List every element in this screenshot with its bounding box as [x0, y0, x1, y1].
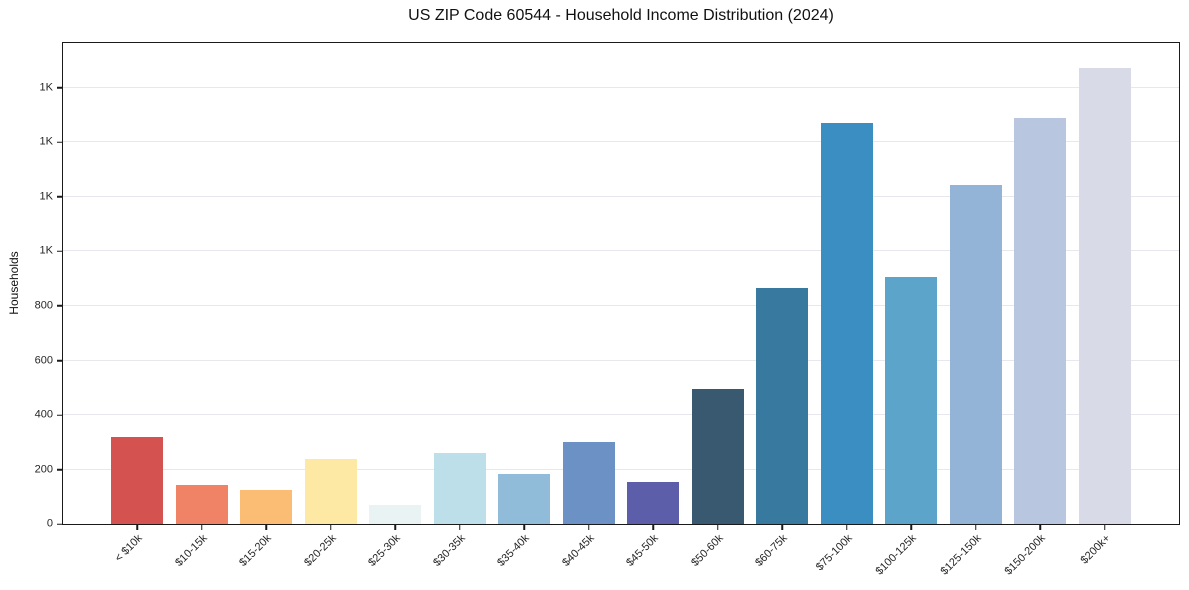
- bar-slot: $45-50k: [621, 43, 686, 569]
- bar: [433, 452, 486, 524]
- gridline: [63, 86, 1179, 88]
- x-tick-label: $75-100k: [813, 532, 855, 574]
- chart-title: US ZIP Code 60544 - Household Income Dis…: [408, 7, 834, 24]
- y-tick-label: 1K: [39, 190, 53, 203]
- x-tick-mark: [652, 524, 654, 530]
- bar-slot: < $10k: [105, 43, 170, 564]
- y-tick-mark: [57, 468, 63, 471]
- y-tick-label: 800: [34, 299, 53, 312]
- x-tick-label: $125-150k: [938, 532, 984, 578]
- gridline: [63, 414, 1179, 415]
- x-tick-label: $25-30k: [366, 532, 404, 569]
- x-tick-mark: [459, 524, 461, 530]
- bar: [498, 473, 551, 524]
- y-tick-label: 0: [46, 517, 53, 530]
- bar: [691, 388, 744, 524]
- bar: [627, 481, 680, 524]
- gridline: [63, 141, 1179, 143]
- y-tick-mark: [57, 141, 63, 144]
- x-tick-label: $30-35k: [430, 532, 468, 569]
- bar-slot: $200k+: [1073, 43, 1138, 567]
- y-tick-label: 200: [34, 463, 53, 475]
- gridline: [63, 250, 1179, 252]
- x-tick-mark: [975, 524, 977, 530]
- x-tick-mark: [1039, 524, 1041, 530]
- x-tick-mark: [201, 524, 203, 530]
- x-tick-label: $60-75k: [753, 532, 791, 569]
- bar-slot: $40-45k: [557, 43, 622, 569]
- x-tick-label: $100-125k: [873, 532, 920, 578]
- bar: [1014, 117, 1067, 524]
- bar: [175, 485, 228, 524]
- y-tick-mark: [57, 523, 63, 525]
- x-tick-mark: [846, 524, 848, 530]
- x-tick-mark: [1104, 524, 1106, 530]
- x-tick-mark: [265, 524, 267, 530]
- bar-slot: $50-60k: [686, 43, 751, 569]
- y-tick-label: 400: [34, 408, 53, 421]
- x-tick-mark: [394, 524, 396, 530]
- bar: [885, 277, 938, 524]
- plot-area: 0 200 400 600 800 1K 1K 1K 1K < $10k $10-15k $15-2…: [35, 42, 1180, 578]
- x-tick-label: $200k+: [1078, 532, 1113, 567]
- x-tick-mark: [781, 524, 783, 530]
- bar: [1078, 67, 1131, 524]
- y-tick-label: 1K: [39, 135, 53, 148]
- x-tick-mark: [910, 524, 912, 530]
- gridline: [63, 468, 1179, 470]
- gridline: [63, 359, 1179, 361]
- bar-slot: $15-20k: [234, 43, 299, 569]
- bar-slot: $35-40k: [492, 43, 557, 569]
- bar-slot: $125-150k: [938, 43, 1009, 578]
- y-tick-label: 600: [34, 354, 53, 366]
- x-tick-label: $40-45k: [559, 532, 597, 569]
- y-tick-mark: [57, 359, 63, 362]
- bar: [820, 123, 873, 524]
- bar: [304, 458, 357, 524]
- y-tick-mark: [57, 250, 63, 253]
- bar-slot: $60-75k: [750, 43, 815, 569]
- x-tick-label: $15-20k: [237, 532, 275, 569]
- y-tick-mark: [57, 305, 63, 307]
- bar-slot: $75-100k: [814, 43, 880, 573]
- bar-slot: $30-35k: [428, 43, 493, 569]
- gridline: [63, 195, 1179, 197]
- x-tick-mark: [588, 524, 590, 530]
- bar-slot: $20-25k: [299, 43, 364, 569]
- x-tick-label: $50-60k: [688, 532, 726, 569]
- x-tick-mark: [330, 524, 332, 530]
- bar: [369, 505, 422, 524]
- gridline: [63, 304, 1179, 306]
- bar: [949, 184, 1002, 524]
- x-tick-mark: [136, 524, 138, 530]
- bar: [756, 288, 809, 524]
- y-tick-label: 1K: [39, 81, 53, 94]
- bars-row: < $10k $10-15k $15-20k $20-25k $25-30k $30-35…: [63, 43, 1179, 578]
- bar: [240, 490, 293, 524]
- y-tick-label: 1K: [39, 244, 53, 257]
- y-tick-mark: [57, 87, 63, 89]
- bar: [562, 442, 615, 524]
- bar-slot: $25-30k: [363, 43, 428, 569]
- x-tick-label: $45-50k: [624, 532, 662, 569]
- bar-slot: $100-125k: [874, 43, 944, 578]
- x-tick-label: $150-200k: [1002, 532, 1049, 578]
- x-tick-label: $35-40k: [495, 532, 533, 569]
- x-tick-label: $10-15k: [172, 532, 210, 569]
- x-tick-mark: [717, 524, 719, 530]
- bar-slot: $10-15k: [170, 43, 235, 569]
- bar-slot: $150-200k: [1003, 43, 1073, 578]
- bar: [111, 436, 164, 524]
- x-tick-mark: [523, 524, 525, 530]
- y-tick-mark: [57, 196, 63, 198]
- x-tick-label: < $10k: [112, 532, 146, 565]
- x-tick-label: $20-25k: [301, 532, 339, 569]
- y-axis-label: Households: [7, 251, 21, 315]
- y-tick-mark: [57, 414, 63, 416]
